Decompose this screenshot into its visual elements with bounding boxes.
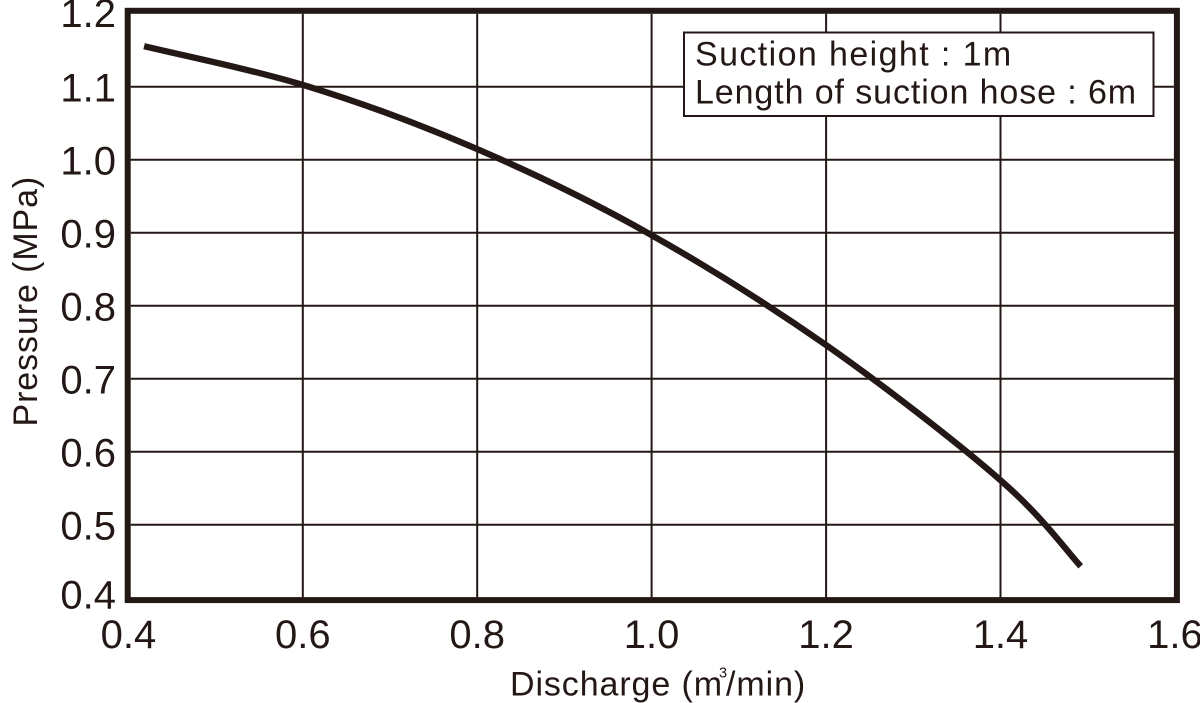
- svg-text:0.7: 0.7: [60, 359, 116, 403]
- svg-text:1.4: 1.4: [973, 613, 1029, 657]
- svg-text:1.0: 1.0: [60, 140, 116, 184]
- svg-text:0.8: 0.8: [60, 286, 116, 330]
- svg-text:1.0: 1.0: [624, 613, 680, 657]
- svg-text:0.4: 0.4: [60, 574, 116, 618]
- svg-text:0.8: 0.8: [449, 613, 505, 657]
- svg-text:0.6: 0.6: [275, 613, 331, 657]
- svg-text:0.5: 0.5: [60, 505, 116, 549]
- svg-text:0.9: 0.9: [60, 213, 116, 257]
- svg-text:1.2: 1.2: [798, 613, 854, 657]
- svg-text:1.6: 1.6: [1147, 613, 1200, 657]
- svg-text:0.4: 0.4: [101, 613, 157, 657]
- svg-text:Discharge (m3/min): Discharge (m3/min): [510, 666, 806, 703]
- svg-text:Pressure (MPa): Pressure (MPa): [7, 176, 45, 427]
- svg-text:1.2: 1.2: [60, 0, 116, 36]
- svg-text:0.6: 0.6: [60, 432, 116, 476]
- svg-text:Length of suction hose : 6m: Length of suction hose : 6m: [695, 74, 1137, 112]
- svg-text:1.1: 1.1: [60, 67, 116, 111]
- svg-text:Suction height : 1m: Suction height : 1m: [695, 36, 1013, 74]
